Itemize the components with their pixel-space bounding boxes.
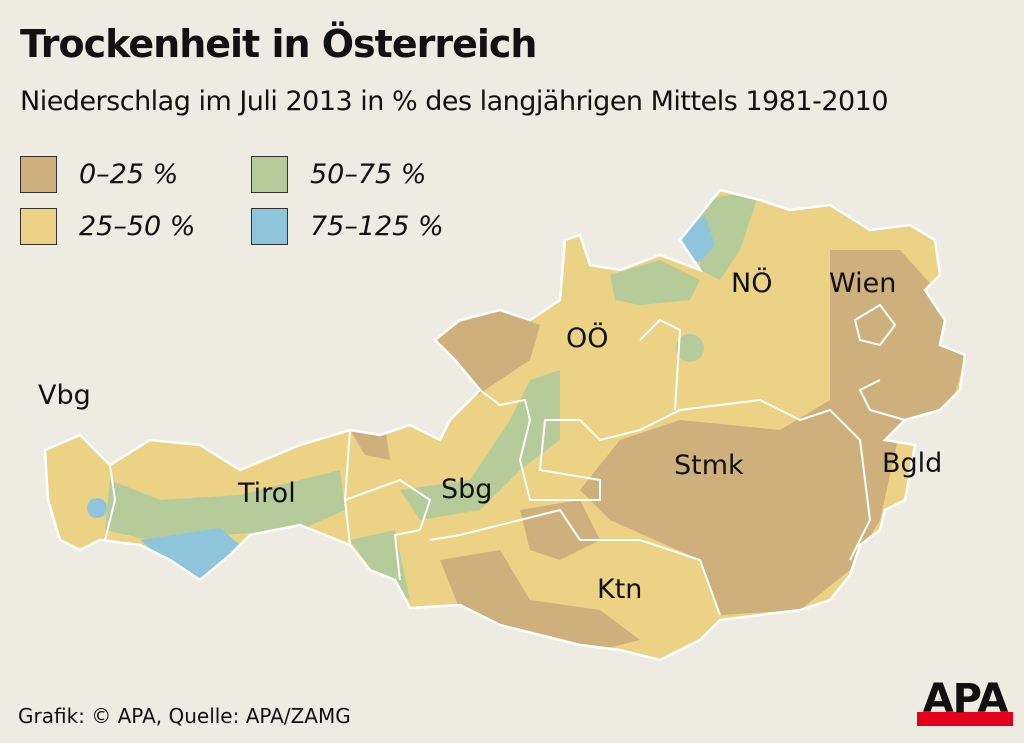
legend-swatch	[20, 208, 57, 245]
legend-label: 75–125 %	[310, 211, 444, 242]
region-label-stmk: Stmk	[674, 450, 744, 481]
legend-label: 25–50 %	[79, 211, 196, 242]
region-label-ktn: Ktn	[597, 574, 643, 605]
region-label-noe: NÖ	[731, 268, 773, 299]
zone-50-75	[610, 260, 700, 305]
apa-logo: APA	[915, 676, 1015, 728]
region-label-vbg: Vbg	[38, 380, 91, 411]
zone-75-125	[87, 498, 107, 518]
legend-label: 50–75 %	[310, 159, 427, 190]
zone-50-75	[700, 190, 760, 280]
subtitle: Niederschlag im Juli 2013 in % des langj…	[20, 86, 889, 117]
region-label-bgld: Bgld	[882, 448, 943, 479]
state-borders	[104, 303, 906, 616]
zone-50-75	[105, 470, 345, 540]
region-label-wien: Wien	[829, 268, 897, 299]
legend-swatch	[251, 156, 288, 193]
legend-item: 75–125 %	[251, 208, 444, 245]
zone-50-75	[400, 370, 560, 520]
region-label-tirol: Tirol	[238, 478, 296, 509]
legend-item: 25–50 %	[20, 208, 195, 245]
region-label-ooe: OÖ	[566, 323, 609, 354]
logo-bar	[917, 712, 1013, 726]
zone-0-25	[440, 550, 640, 650]
zone-50-75	[676, 334, 704, 362]
legend-swatch	[251, 208, 288, 245]
logo-text: APA	[922, 676, 1009, 722]
zone-75-125	[140, 528, 240, 580]
region-label-sbg: Sbg	[441, 474, 493, 505]
legend-swatch	[20, 156, 57, 193]
legend-item: 0–25 %	[20, 156, 178, 193]
page-title: Trockenheit in Österreich	[20, 22, 537, 66]
legend-item: 50–75 %	[251, 156, 426, 193]
source-credit: Grafik: © APA, Quelle: APA/ZAMG	[18, 704, 351, 728]
legend-label: 0–25 %	[79, 159, 179, 190]
